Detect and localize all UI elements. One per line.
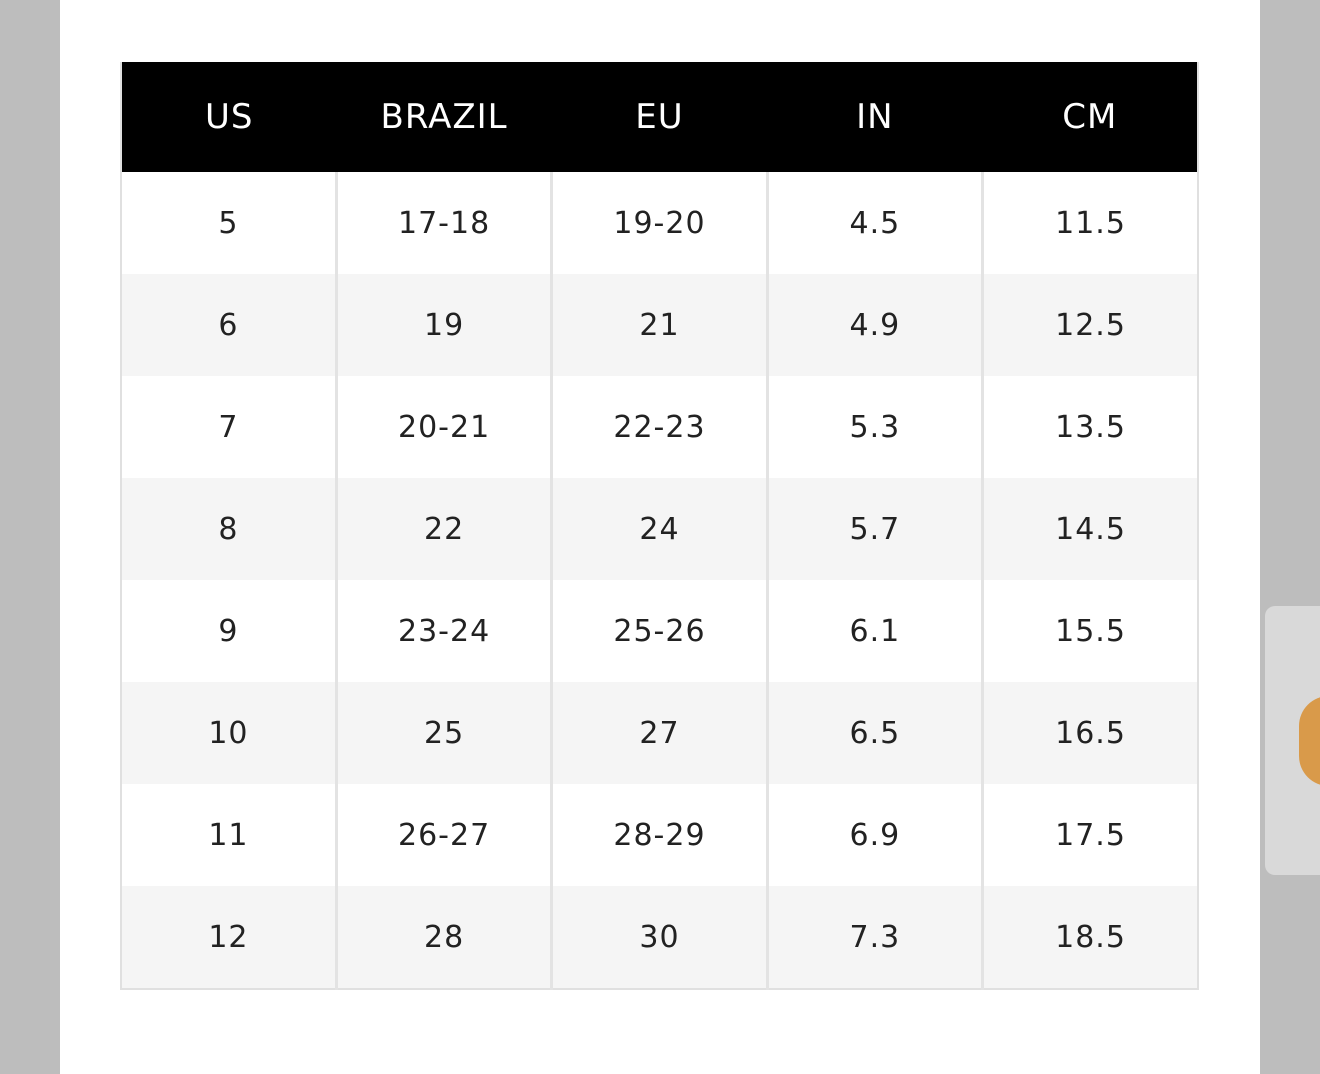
table-row: 8 22 24 5.7 14.5	[121, 478, 1198, 580]
table-row: 6 19 21 4.9 12.5	[121, 274, 1198, 376]
column-header: US	[121, 62, 337, 172]
table-cell: 25-26	[550, 580, 768, 682]
table-cell: 21	[550, 274, 768, 376]
size-table: US BRAZIL EU IN CM 5 17-18 19-20 4.5 11.5 6 19 21 4.…	[120, 62, 1199, 990]
table-cell: 4.5	[765, 172, 983, 274]
table-cell: 5	[218, 205, 239, 241]
table-cell: 6.9	[765, 784, 983, 886]
table-cell: 17.5	[981, 784, 1198, 886]
product-thumbnail[interactable]	[1265, 606, 1320, 875]
panel: US BRAZIL EU IN CM 5 17-18 19-20 4.5 11.5 6 19 21 4.…	[60, 0, 1260, 1074]
product-image	[1299, 696, 1320, 786]
table-cell: 12	[121, 886, 337, 989]
table-cell: 8	[121, 478, 337, 580]
table-cell: 23-24	[334, 580, 552, 682]
table-cell: 15.5	[981, 580, 1198, 682]
table-cell: 13.5	[981, 376, 1198, 478]
table-cell: 19	[334, 274, 552, 376]
column-header: IN	[767, 62, 983, 172]
table-cell: 14.5	[981, 478, 1198, 580]
table-row: 12 28 30 7.3 18.5	[121, 886, 1198, 989]
table-cell: 16.5	[981, 682, 1198, 784]
table-cell: 5.7	[765, 478, 983, 580]
table-row: 10 25 27 6.5 16.5	[121, 682, 1198, 784]
column-header: EU	[551, 62, 768, 172]
table-cell: 28-29	[550, 784, 768, 886]
table-cell: 22-23	[550, 376, 768, 478]
table-cell: 25	[334, 682, 552, 784]
table-cell: 11.5	[981, 172, 1198, 274]
table-row: 7 20-21 22-23 5.3 13.5	[121, 376, 1198, 478]
column-header: BRAZIL	[336, 62, 552, 172]
table-cell: 7.3	[765, 886, 983, 989]
table-cell: 6.5	[765, 682, 983, 784]
table-row: 9 23-24 25-26 6.1 15.5	[121, 580, 1198, 682]
table-cell: 4.9	[765, 274, 983, 376]
table-cell: 30	[550, 886, 768, 989]
table-cell: 18.5	[981, 886, 1198, 989]
table-body: 5 17-18 19-20 4.5 11.5 6 19 21 4.9 12.5 7 20-21 22-2…	[121, 172, 1198, 989]
table-cell: 11	[208, 817, 249, 853]
table-cell: 28	[334, 886, 552, 989]
table-cell: 10	[121, 682, 337, 784]
table-cell: 12.5	[981, 274, 1198, 376]
table-row: 5 17-18 19-20 4.5 11.5	[121, 172, 1198, 274]
table-cell: 9	[218, 613, 239, 649]
table-cell: 19-20	[550, 172, 768, 274]
column-header: CM	[982, 62, 1198, 172]
table-cell: 6	[121, 274, 337, 376]
table-cell: 20-21	[334, 376, 552, 478]
table-cell: 27	[550, 682, 768, 784]
table-cell: 17-18	[334, 172, 552, 274]
header-row: US BRAZIL EU IN CM	[121, 62, 1198, 172]
table-cell: 22	[334, 478, 552, 580]
table-cell: 6.1	[765, 580, 983, 682]
table-cell: 26-27	[334, 784, 552, 886]
table-cell: 5.3	[765, 376, 983, 478]
table-cell: 24	[550, 478, 768, 580]
table-row: 11 26-27 28-29 6.9 17.5	[121, 784, 1198, 886]
table-cell: 7	[218, 409, 239, 445]
